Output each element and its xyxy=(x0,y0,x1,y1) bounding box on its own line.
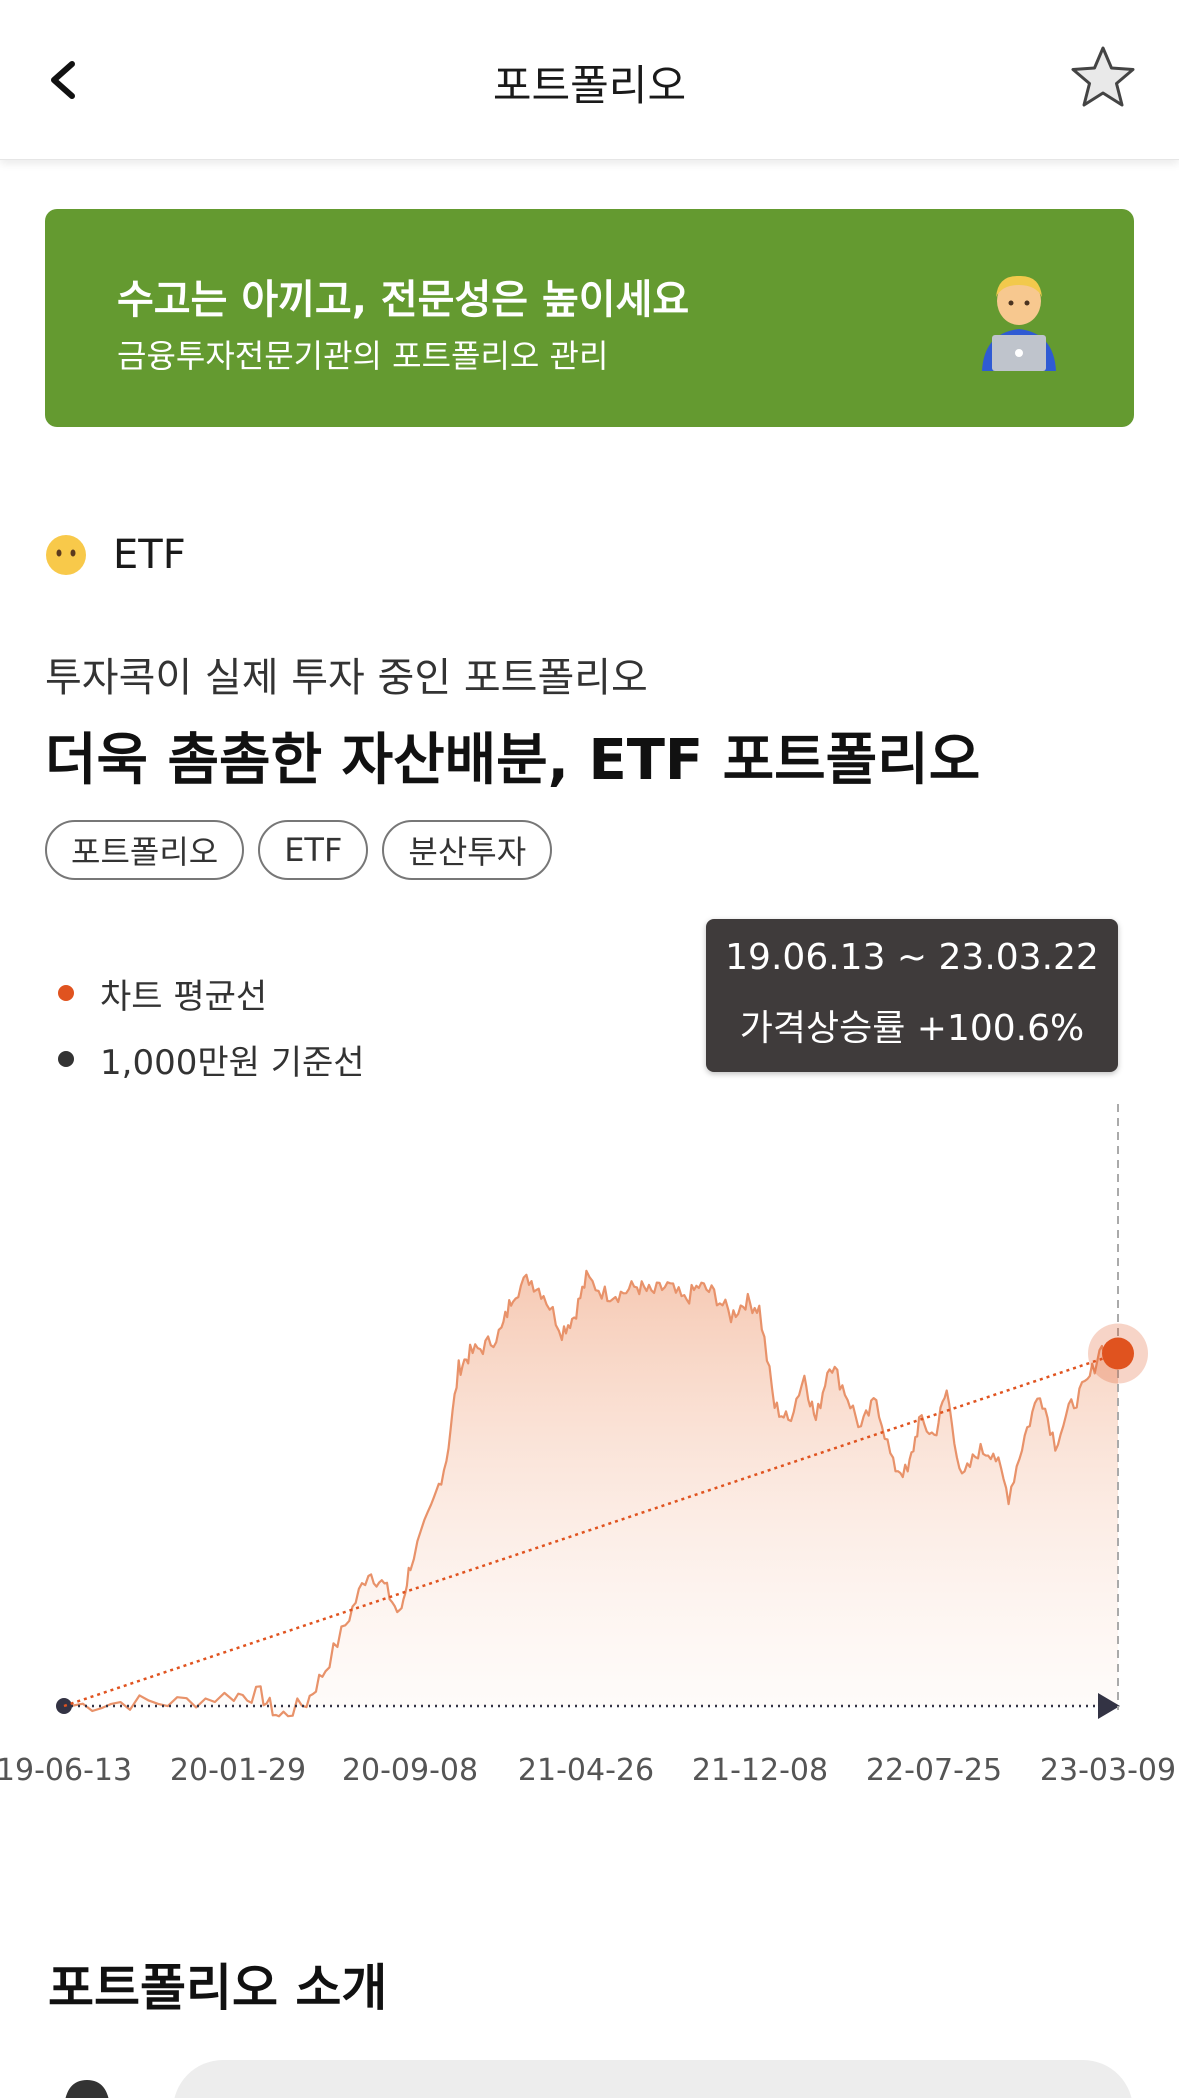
favorite-button[interactable] xyxy=(1067,42,1139,114)
intro-card[interactable] xyxy=(173,2060,1133,2098)
category-label: ETF xyxy=(113,532,186,578)
price-chart[interactable]: 19-06-13 20-01-29 20-09-08 21-04-26 21-12-08… xyxy=(0,1090,1179,1790)
banner-subtitle: 금융투자전문기관의 포트폴리오 관리 xyxy=(117,337,609,375)
chevron-left-icon xyxy=(51,61,75,99)
section-title: 포트폴리오 소개 xyxy=(48,1959,388,2017)
end-marker xyxy=(1102,1337,1134,1370)
legend-dot-trend xyxy=(58,985,74,1001)
top-navigation-bar: 포트폴리오 xyxy=(0,0,1179,160)
chart-price-line xyxy=(63,1269,1120,1718)
portfolio-title: 더욱 촘촘한 자산배분, ETF 포트폴리오 xyxy=(45,728,981,793)
tag-portfolio[interactable]: 포트폴리오 xyxy=(45,820,245,880)
tag-list: 포트폴리오 ETF 분산투자 xyxy=(45,820,553,880)
baseline-start-dot xyxy=(56,1698,72,1714)
chart-tooltip: 19.06.13 ~ 23.03.22 가격상승률 +100.6% xyxy=(706,919,1118,1072)
trend-line xyxy=(63,1352,1119,1708)
x-tick-label: 23-03-09 xyxy=(1040,1753,1176,1788)
tooltip-return-rate: 가격상승률 +100.6% xyxy=(739,1008,1085,1049)
x-tick-label: 20-01-29 xyxy=(170,1753,306,1788)
x-tick-label: 21-12-08 xyxy=(692,1753,828,1788)
x-tick-label: 22-07-25 xyxy=(866,1753,1002,1788)
promo-banner[interactable]: 수고는 아끼고, 전문성은 높이세요 금융투자전문기관의 포트폴리오 관리 xyxy=(45,209,1134,427)
tag-etf[interactable]: ETF xyxy=(258,820,369,880)
subheading: 투자콕이 실제 투자 중인 포트폴리오 xyxy=(45,655,648,701)
x-tick-label: 20-09-08 xyxy=(342,1753,478,1788)
tag-diversified[interactable]: 분산투자 xyxy=(382,820,553,880)
back-button[interactable] xyxy=(36,50,96,110)
legend-label-trend: 차트 평균선 xyxy=(100,976,268,1017)
neutral-face-emoji-icon xyxy=(46,535,86,575)
star-icon xyxy=(1071,46,1135,107)
banner-title: 수고는 아끼고, 전문성은 높이세요 xyxy=(117,277,690,323)
technologist-emoji-icon xyxy=(982,275,1056,371)
x-tick-label: 19-06-13 xyxy=(0,1753,132,1788)
legend-dot-baseline xyxy=(58,1051,74,1067)
legend-item-trend: 차트 평균선 xyxy=(58,960,365,1026)
avatar-icon xyxy=(65,2080,109,2098)
page-title: 포트폴리오 xyxy=(492,61,687,110)
chart-area-fill xyxy=(64,1270,1118,1717)
legend-label-baseline: 1,000만원 기준선 xyxy=(100,1042,365,1083)
legend-item-baseline: 1,000만원 기준선 xyxy=(58,1026,365,1092)
baseline-arrow xyxy=(1098,1693,1120,1719)
x-tick-label: 21-04-26 xyxy=(518,1753,654,1788)
tooltip-date-range: 19.06.13 ~ 23.03.22 xyxy=(725,937,1099,978)
chart-legend: 차트 평균선 1,000만원 기준선 xyxy=(58,960,365,1092)
